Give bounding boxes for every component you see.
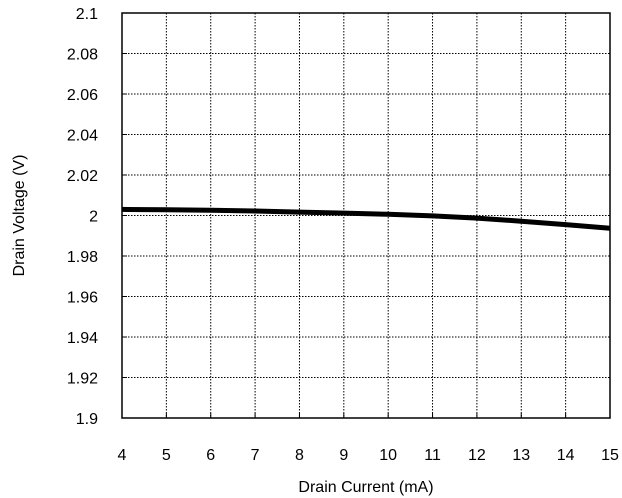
y-tick-label: 2 bbox=[89, 209, 98, 226]
x-tick-label: 14 bbox=[557, 447, 575, 464]
x-tick-label: 7 bbox=[251, 447, 260, 464]
x-tick-label: 10 bbox=[379, 447, 397, 464]
y-tick-label: 1.92 bbox=[67, 371, 98, 388]
y-tick-label: 2.08 bbox=[67, 47, 98, 64]
y-axis-ticks: 2.1 2.08 2.06 2.04 2.02 2 1.98 1.96 1.94 1.92 1.9 bbox=[67, 6, 127, 428]
y-tick-label: 2.02 bbox=[67, 168, 98, 185]
x-tick-label: 13 bbox=[512, 447, 530, 464]
series-group bbox=[122, 209, 610, 228]
x-axis-label: Drain Current (mA) bbox=[298, 479, 433, 496]
x-tick-label: 11 bbox=[424, 447, 441, 464]
y-tick-label: 1.96 bbox=[67, 290, 98, 307]
x-axis-ticks: 4 5 6 7 8 9 10 11 12 13 14 15 bbox=[118, 413, 619, 464]
y-tick-label: 2.06 bbox=[67, 87, 98, 104]
y-tick-label: 1.98 bbox=[67, 249, 98, 266]
x-tick-label: 6 bbox=[206, 447, 215, 464]
x-tick-label: 4 bbox=[118, 447, 127, 464]
y-tick-label: 1.94 bbox=[67, 330, 98, 347]
y-axis-label: Drain Voltage (V) bbox=[11, 155, 28, 277]
x-tick-label: 5 bbox=[162, 447, 171, 464]
y-tick-label: 2.04 bbox=[67, 128, 98, 145]
x-tick-label: 15 bbox=[601, 447, 619, 464]
series-line bbox=[122, 209, 610, 228]
y-tick-label: 1.9 bbox=[76, 411, 98, 428]
x-tick-label: 8 bbox=[295, 447, 304, 464]
x-tick-label: 9 bbox=[339, 447, 348, 464]
x-tick-label: 12 bbox=[468, 447, 486, 464]
y-tick-label: 2.1 bbox=[76, 6, 98, 23]
